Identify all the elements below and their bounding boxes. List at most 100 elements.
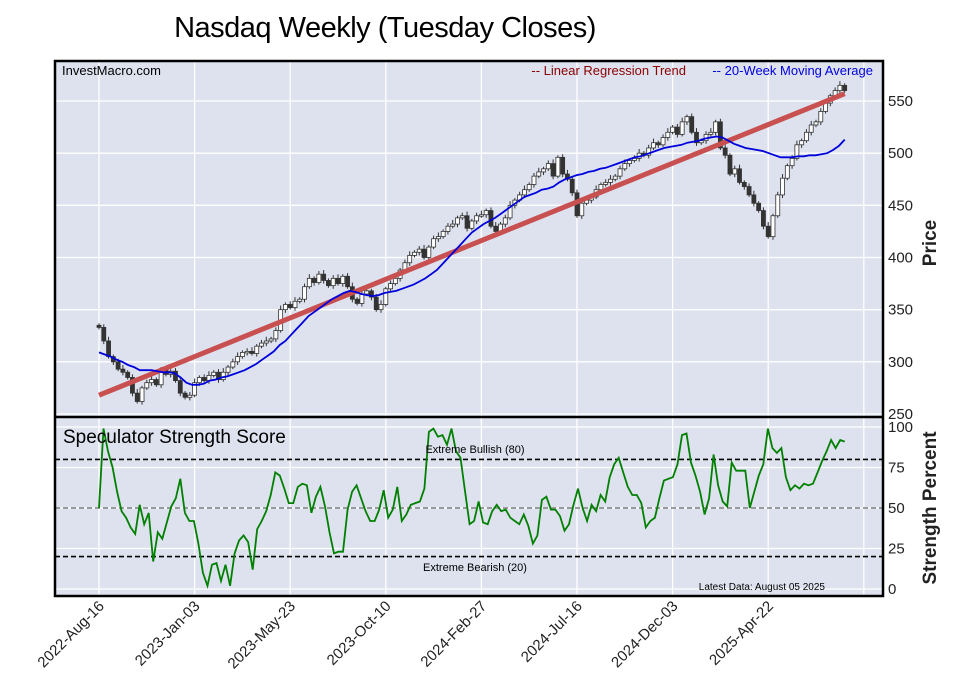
- candlestick: [211, 370, 217, 378]
- reference-lines: [55, 458, 883, 558]
- strength-y-ticks: 0 25 50 75 100: [888, 419, 913, 598]
- date-tick-label: 2024-Jul-16: [518, 598, 586, 666]
- candlestick: [311, 276, 317, 286]
- candle-body-down: [130, 377, 135, 394]
- candle-body-down: [125, 371, 131, 378]
- candle-body-up: [679, 121, 685, 135]
- candle-body-down: [101, 327, 107, 342]
- candlestick: [612, 174, 618, 182]
- candle-body-up: [474, 215, 480, 222]
- date-x-ticks: 2022-Aug-16 2023-Jan-03 2023-May-23 2023-Oc…: [34, 598, 777, 673]
- candle-body-down: [369, 290, 374, 298]
- candlestick: [388, 280, 393, 292]
- price-tick-label: 450: [888, 197, 913, 214]
- candlestick: [483, 208, 489, 218]
- candle-body-up: [378, 304, 384, 311]
- candle-body-up: [794, 144, 800, 159]
- regression-trend-line: [98, 91, 846, 398]
- candle-body-up: [416, 248, 422, 253]
- candle-body-up: [646, 147, 652, 156]
- candle-body-up: [283, 304, 288, 311]
- candlestick: [273, 327, 279, 343]
- candlestick: [216, 369, 221, 383]
- extreme-bearish-label: Extreme Bearish (20): [423, 562, 527, 574]
- candle-body-up: [775, 194, 781, 217]
- candle-body-up: [244, 350, 250, 354]
- candlestick: [746, 183, 752, 197]
- candlestick: [455, 215, 460, 228]
- candlestick: [134, 388, 140, 404]
- candle-body-up: [808, 124, 814, 133]
- candle-body-down: [201, 377, 207, 382]
- price-tick-label: 250: [888, 406, 913, 423]
- candlestick: [808, 120, 814, 136]
- candle-body-up: [297, 298, 303, 302]
- chart-title: Nasdaq Weekly (Tuesday Closes): [174, 12, 596, 44]
- candle-body-up: [440, 231, 446, 238]
- candlestick: [412, 250, 417, 258]
- candlestick: [283, 302, 288, 313]
- candlestick: [440, 229, 446, 239]
- candle-body-down: [153, 379, 159, 386]
- candle-body-up: [263, 340, 269, 344]
- candle-body-up: [383, 288, 389, 305]
- candlestick: [326, 278, 331, 288]
- candle-body-down: [694, 131, 699, 144]
- candlestick: [297, 297, 303, 304]
- candle-body-up: [526, 184, 532, 191]
- candlestick: [144, 379, 150, 391]
- candlestick: [201, 374, 207, 383]
- candlestick: [541, 166, 546, 176]
- candle-body-up: [364, 290, 370, 295]
- candlestick: [526, 182, 532, 192]
- candle-body-up: [770, 215, 776, 238]
- candlestick: [431, 235, 437, 250]
- price-plot: [96, 81, 848, 405]
- candlestick: [603, 179, 609, 187]
- candle-body-up: [435, 236, 441, 240]
- candle-body-up: [684, 116, 690, 123]
- candle-body-down: [842, 84, 848, 91]
- candle-body-up: [196, 377, 202, 384]
- candlestick: [617, 165, 623, 180]
- candle-body-up: [780, 177, 785, 196]
- candlestick: [230, 358, 236, 370]
- candle-body-up: [483, 210, 489, 216]
- candlestick: [765, 222, 771, 239]
- candlestick: [799, 138, 805, 148]
- candle-body-up: [273, 330, 279, 340]
- strength-panel-background: [55, 417, 883, 596]
- candlestick: [177, 376, 183, 397]
- candlestick: [488, 207, 494, 229]
- candlestick: [153, 377, 159, 387]
- candlestick: [732, 165, 738, 178]
- candle-body-down: [751, 194, 757, 204]
- candle-body-down: [321, 273, 327, 281]
- candlestick: [345, 273, 350, 289]
- candlestick: [263, 336, 269, 347]
- candlestick: [770, 213, 776, 240]
- candle-body-up: [579, 202, 585, 217]
- strength-tick-label: 0: [888, 581, 896, 598]
- candle-body-up: [268, 338, 274, 342]
- candle-body-down: [689, 116, 695, 133]
- candlestick: [378, 300, 384, 313]
- date-tick-label: 2023-Oct-10: [324, 598, 395, 669]
- candle-body-up: [211, 371, 217, 376]
- price-tick-label: 500: [888, 145, 913, 162]
- candlestick: [120, 364, 126, 376]
- candle-body-down: [311, 277, 317, 283]
- candlestick: [751, 190, 757, 207]
- candlestick: [149, 375, 154, 386]
- candlestick: [555, 155, 561, 179]
- candlestick: [502, 214, 508, 228]
- candlestick: [416, 246, 422, 256]
- candle-body-up: [139, 387, 145, 402]
- candle-body-down: [373, 296, 379, 311]
- candlestick: [369, 288, 374, 301]
- candlestick: [655, 140, 661, 148]
- candle-body-down: [756, 202, 762, 211]
- candle-body-down: [464, 215, 470, 229]
- candle-body-up: [818, 111, 824, 123]
- watermark: InvestMacro.com: [62, 63, 161, 78]
